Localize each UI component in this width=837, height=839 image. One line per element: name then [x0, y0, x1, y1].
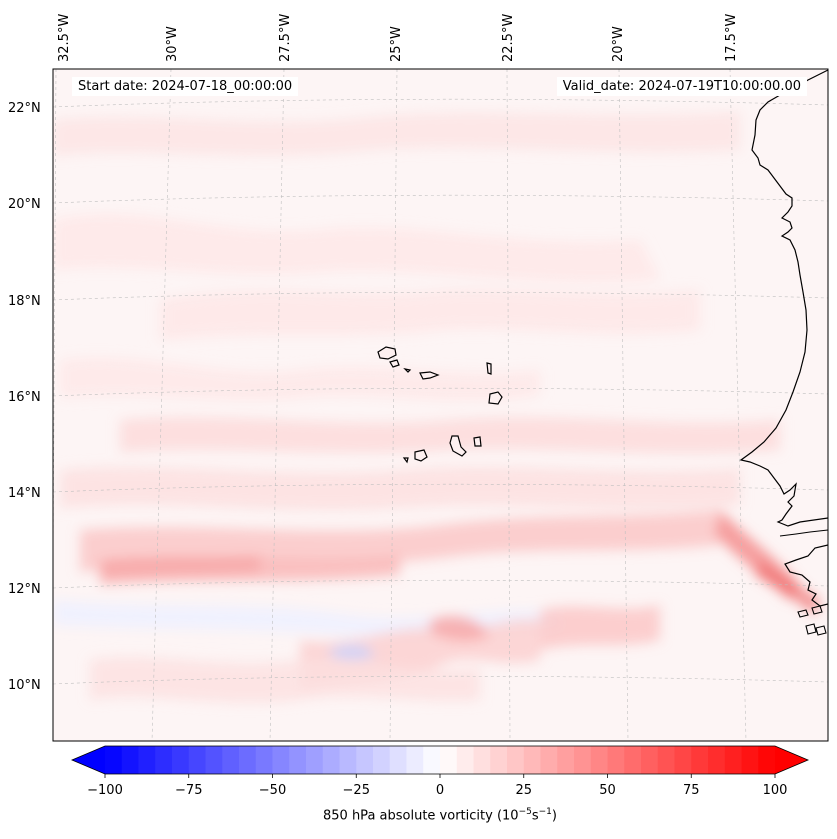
colorbar-band: [205, 746, 223, 774]
colorbar-band: [423, 746, 441, 774]
island-maio: [473, 436, 482, 447]
valid-date-label: Valid_date: 2024-07-19T10:00:00.00: [556, 77, 807, 96]
colorbar-band: [339, 746, 357, 774]
lat-label-22n: 22°N: [8, 101, 41, 116]
colorbar-ticks: [104, 774, 776, 778]
colorbar-band: [188, 746, 206, 774]
colorbar-label-exp2: −1: [538, 807, 552, 817]
colorbar-label-main: 850 hPa absolute vorticity (10: [323, 808, 519, 824]
lat-label-12n: 12°N: [8, 582, 41, 597]
island-sao-nicolau: [419, 371, 440, 380]
lat-label-20n: 20°N: [8, 197, 41, 212]
colorbar-label-exp1: −5: [518, 807, 532, 817]
cbar-tick-label: 25: [515, 783, 532, 798]
graticule: [53, 69, 828, 741]
cbar-tick-label: 75: [683, 783, 700, 798]
lat-label-18n: 18°N: [8, 294, 41, 309]
cape-verde-islands: [377, 346, 503, 464]
colorbar-band: [272, 746, 290, 774]
cbar-tick-label: −25: [343, 783, 370, 798]
gambia-river: [779, 529, 828, 537]
lon-label-27-5w: 27.5°W: [278, 14, 293, 62]
colorbar-band: [758, 746, 776, 774]
colorbar: −100 −75 −50 −25 0 25 50 75 100: [70, 745, 810, 798]
longitude-labels: 32.5°W 30°W 27.5°W 25°W 22.5°W 20°W 17.5…: [57, 14, 739, 62]
colorbar-band: [322, 746, 340, 774]
colorbar-band: [657, 746, 675, 774]
colorbar-band: [172, 746, 190, 774]
colorbar-label: 850 hPa absolute vorticity (10−5s−1): [0, 807, 837, 823]
colorbar-band: [356, 746, 374, 774]
colorbar-band: [306, 746, 324, 774]
colorbar-band: [138, 746, 156, 774]
cbar-tick-label: 50: [599, 783, 616, 798]
lon-label-20w: 20°W: [611, 26, 626, 62]
island-sao-vicente: [389, 359, 400, 368]
cbar-tick-label: −75: [175, 783, 202, 798]
colorbar-band: [239, 746, 257, 774]
lat-label-10n: 10°N: [8, 678, 41, 693]
colorbar-band: [121, 746, 139, 774]
lon-label-22-5w: 22.5°W: [501, 14, 516, 62]
island-fogo: [414, 449, 428, 462]
lon-label-32-5w: 32.5°W: [57, 14, 72, 62]
vorticity-shading: [53, 112, 820, 703]
colorbar-band: [674, 746, 692, 774]
colorbar-band: [373, 746, 391, 774]
colorbar-label-end: ): [551, 808, 557, 824]
lon-label-25w: 25°W: [389, 26, 404, 62]
cbar-tick-label: 100: [763, 783, 788, 798]
cbar-tick-label: 0: [436, 783, 444, 798]
guinea-bissau-coastline: [784, 544, 828, 607]
lat-label-14n: 14°N: [8, 486, 41, 501]
island-sal: [486, 362, 492, 375]
island-santa-luzia: [403, 368, 412, 373]
colorbar-band: [507, 746, 525, 774]
bijagos-islands: [797, 605, 827, 636]
colorbar-extend-low: [72, 746, 105, 774]
cbar-tick-label: −100: [87, 783, 123, 798]
west-africa-coastline: [739, 69, 828, 527]
island-santiago: [449, 435, 467, 457]
colorbar-tick-labels: −100 −75 −50 −25 0 25 50 75 100: [87, 783, 787, 798]
colorbar-band: [708, 746, 726, 774]
colorbar-band: [456, 746, 474, 774]
colorbar-band: [523, 746, 541, 774]
start-date-label: Start date: 2024-07-18_00:00:00: [72, 77, 299, 96]
colorbar-band: [440, 746, 458, 774]
colorbar-band: [557, 746, 575, 774]
colorbar-band: [490, 746, 508, 774]
map-border: [52, 68, 829, 742]
colorbar-band: [222, 746, 240, 774]
lon-label-30w: 30°W: [165, 26, 180, 62]
colorbar-band: [741, 746, 759, 774]
colorbar-band: [691, 746, 709, 774]
colorbar-band: [155, 746, 173, 774]
colorbar-band: [289, 746, 307, 774]
colorbar-band: [641, 746, 659, 774]
colorbar-bands: [72, 746, 808, 774]
vorticity-map[interactable]: [52, 69, 828, 741]
colorbar-band: [105, 746, 123, 774]
colorbar-band: [574, 746, 592, 774]
cbar-tick-label: −50: [259, 783, 286, 798]
colorbar-label-mid: s: [531, 808, 539, 824]
colorbar-band: [590, 746, 608, 774]
latitude-labels: 22°N 20°N 18°N 16°N 14°N 12°N 10°N: [8, 101, 41, 693]
colorbar-extend-high: [775, 746, 808, 774]
colorbar-band: [389, 746, 407, 774]
island-boa-vista: [488, 391, 503, 405]
colorbar-band: [406, 746, 424, 774]
lon-label-17-5w: 17.5°W: [724, 14, 739, 62]
colorbar-band: [724, 746, 742, 774]
island-brava: [402, 457, 409, 464]
colorbar-band: [624, 746, 642, 774]
colorbar-band: [255, 746, 273, 774]
colorbar-band: [607, 746, 625, 774]
colorbar-band: [473, 746, 491, 774]
island-santo-antao: [377, 346, 397, 360]
lat-label-16n: 16°N: [8, 390, 41, 405]
colorbar-band: [540, 746, 558, 774]
